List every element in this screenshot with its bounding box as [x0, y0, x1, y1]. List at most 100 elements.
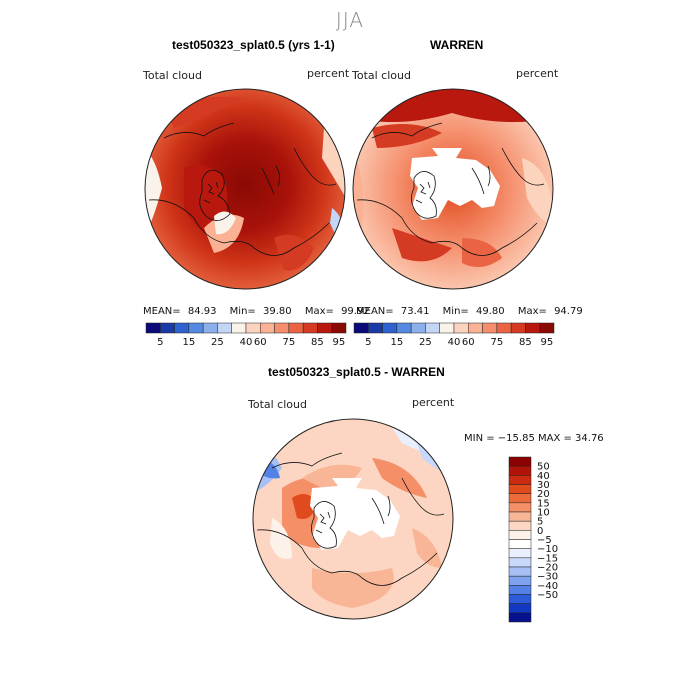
panel3-colorbar-tick-label: 20 — [537, 489, 550, 500]
panel2-colorbar-swatch — [539, 322, 555, 334]
panel3-variable-label: Total cloud — [248, 398, 307, 411]
panel3-colorbar-tick-label: 0 — [537, 526, 543, 537]
panel3-colorbar-tick-label: −5 — [537, 535, 552, 546]
panel1-mean-label: MEAN= — [143, 306, 181, 317]
season-title: JJA — [335, 8, 365, 32]
panel1-units-label: percent — [307, 67, 350, 80]
panel1-polar-map — [144, 88, 346, 290]
panel1-colorbar-swatch — [245, 322, 261, 334]
panel3-colorbar-swatch — [508, 557, 532, 568]
panel2-colorbar-tick-label: 95 — [540, 337, 553, 348]
panel2-colorbar-tick-label: 5 — [365, 337, 371, 348]
panel1-variable-label: Total cloud — [143, 69, 202, 82]
panel2-colorbar-swatch — [439, 322, 455, 334]
panel2-colorbar-swatch — [410, 322, 426, 334]
panel2-max-value: 94.79 — [554, 306, 583, 317]
panel2-variable-label: Total cloud — [352, 69, 411, 82]
panel2-stats: MEAN= 73.41 Min= 49.80 Max= 94.79 — [356, 306, 583, 317]
panel2-colorbar-swatch — [482, 322, 498, 334]
panel3-colorbar-swatch — [508, 566, 532, 577]
panel3-minmax: MIN = −15.85 MAX = 34.76 — [464, 433, 604, 444]
panel3-polar-map — [252, 418, 454, 620]
panel2-colorbar-tick-label: 25 — [419, 337, 432, 348]
panel1-max-label: Max= — [304, 306, 334, 317]
panel2-colorbar-tick-label: 75 — [490, 337, 503, 348]
panel1-stats: MEAN= 84.93 Min= 39.80 Max= 99.92 — [143, 306, 370, 317]
panel1-colorbar-swatch — [302, 322, 318, 334]
panel3-colorbar-tick-label: 40 — [537, 471, 550, 482]
panel2-colorbar-tick-label: 15 — [390, 337, 403, 348]
panel3-title: test050323_splat0.5 - WARREN — [268, 365, 445, 379]
panel2-title: WARREN — [430, 38, 484, 52]
panel1-colorbar-swatch — [231, 322, 247, 334]
panel2-colorbar-tick-label: 40 — [448, 337, 461, 348]
panel2-colorbar-swatch — [510, 322, 526, 334]
panel1-title: test050323_splat0.5 (yrs 1-1) — [172, 38, 335, 52]
panel1-colorbar-swatch — [160, 322, 175, 334]
panel3-units-label: percent — [412, 396, 455, 409]
panel1-max-value: 99.92 — [341, 306, 370, 317]
panel2-colorbar-swatch — [525, 322, 540, 334]
panel3-colorbar-swatch — [508, 530, 532, 540]
panel2-min-label: Min= — [442, 306, 469, 317]
panel1-colorbar-tick-label: 5 — [157, 337, 163, 348]
panel3-colorbar-tick-label: −20 — [537, 563, 558, 574]
panel3-colorbar-swatch — [508, 511, 532, 522]
panel3-colorbar-swatch — [508, 484, 532, 494]
panel2-units-label: percent — [516, 67, 559, 80]
panel1-colorbar-tick-label: 85 — [311, 337, 324, 348]
panel2-max-label: Max= — [517, 306, 547, 317]
panel2-colorbar-swatch — [368, 322, 383, 334]
panel3-colorbar-swatch — [508, 603, 532, 614]
panel1-colorbar-swatch — [217, 322, 232, 334]
panel1-colorbar-tick-label: 60 — [254, 337, 267, 348]
panel2-colorbar-swatch — [468, 322, 483, 334]
panel1-min-value: 39.80 — [262, 306, 292, 317]
panel1-colorbar-tick-label: 25 — [211, 337, 224, 348]
panel3-colorbar-tick-label: −15 — [537, 553, 558, 564]
panel2-colorbar-swatch — [425, 322, 440, 334]
panel1-colorbar-swatch — [202, 322, 218, 334]
panel1-colorbar-swatch — [188, 322, 204, 334]
panel1-colorbar-swatch — [317, 322, 332, 334]
panel1-colorbar-tick-label: 40 — [240, 337, 253, 348]
panel2-colorbar: 5 15 25 40 60 75 85 95 — [353, 322, 555, 348]
panel3-colorbar-tick-label: 5 — [537, 517, 543, 528]
panel3-colorbar-swatch — [508, 575, 532, 586]
panel1-colorbar-swatch — [260, 322, 275, 334]
panel3-colorbar-swatch — [508, 585, 532, 595]
panel3-colorbar-tick-label: 15 — [537, 498, 550, 509]
panel3-colorbar-swatch — [508, 502, 532, 513]
panel3-colorbar-tick-label: −10 — [537, 544, 558, 555]
panel3-colorbar-tick-label: −40 — [537, 581, 558, 592]
panel2-colorbar-swatch — [396, 322, 412, 334]
panel3-colorbar-swatch — [508, 465, 532, 476]
panel3-colorbar-swatch — [508, 548, 532, 559]
panel1-colorbar-tick-label: 75 — [282, 337, 295, 348]
panel3-colorbar-swatch — [508, 520, 532, 531]
panel1-colorbar-swatch — [145, 322, 161, 334]
panel3-colorbar-swatch — [508, 539, 532, 549]
panel3-colorbar-tick-label: −30 — [537, 572, 558, 583]
panel2-mean-label: MEAN= — [356, 306, 394, 317]
panel3-colorbar-swatch — [508, 456, 532, 467]
panel1-min-label: Min= — [229, 306, 256, 317]
panel1-colorbar-tick-label: 95 — [332, 337, 345, 348]
panel3-colorbar-tick-label: 10 — [537, 508, 550, 519]
panel2-mean-value: 73.41 — [400, 306, 430, 317]
panel3-colorbar-swatch — [508, 612, 532, 623]
panel3-colorbar-tick-label: 50 — [537, 462, 550, 473]
panel3-colorbar-tick-label: 30 — [537, 480, 550, 491]
panel2-polar-map — [352, 88, 554, 290]
panel2-colorbar-tick-label: 60 — [462, 337, 475, 348]
panel2-colorbar-swatch — [496, 322, 512, 334]
panel1-colorbar-swatch — [274, 322, 290, 334]
panel1-colorbar-swatch — [331, 322, 347, 334]
panel1-colorbar-tick-label: 15 — [182, 337, 195, 348]
panel3-colorbar-tick-label: −50 — [537, 590, 558, 601]
panel3-colorbar-swatch — [508, 493, 532, 504]
panel2-colorbar-swatch — [453, 322, 469, 334]
panel1-colorbar-swatch — [174, 322, 190, 334]
panel2-colorbar-tick-label: 85 — [519, 337, 532, 348]
